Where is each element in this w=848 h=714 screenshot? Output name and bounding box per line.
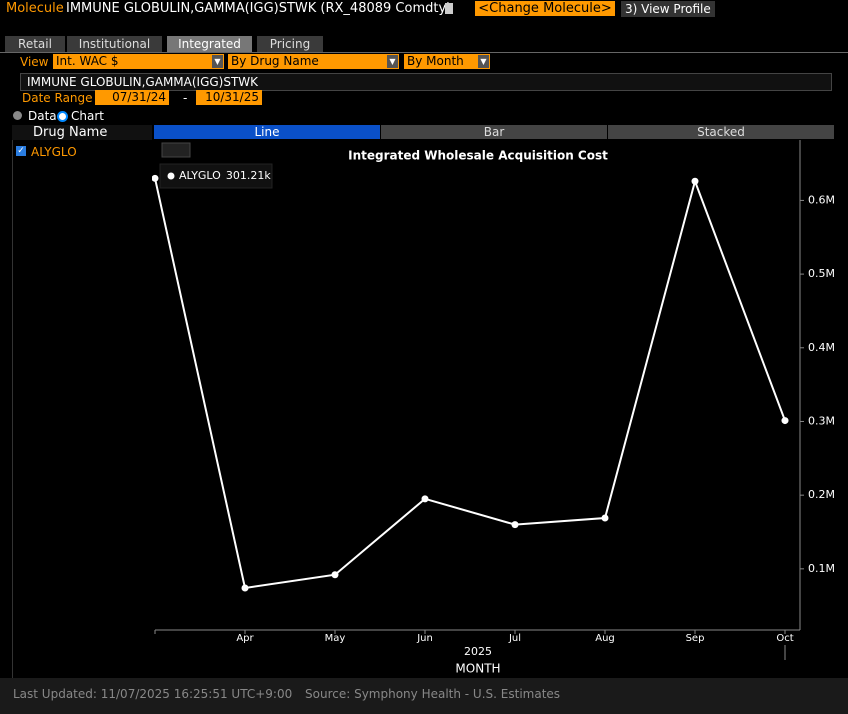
legend-value: 301.21k xyxy=(226,169,271,182)
arrow: ▼ xyxy=(212,55,223,68)
data-radio[interactable] xyxy=(13,111,22,120)
year-label: 2025 xyxy=(464,645,492,658)
arrow: ▼ xyxy=(478,55,489,68)
y-tick-label: 0.5M xyxy=(808,267,835,280)
value: By Month xyxy=(407,54,464,68)
legend-box xyxy=(159,163,273,189)
tab-rule xyxy=(0,52,848,53)
series-line xyxy=(154,177,786,590)
x-tick-label: Jun xyxy=(416,633,433,644)
chart-panel xyxy=(152,140,836,678)
point xyxy=(601,514,609,522)
point xyxy=(241,584,249,592)
chart-tab[interactable]: Stacked xyxy=(608,125,834,139)
chart-type-button[interactable] xyxy=(161,142,191,158)
chart-title: Integrated Wholesale Acquisition Cost xyxy=(348,149,608,163)
view-label: View xyxy=(20,55,49,69)
y-tick-label: 0.6M xyxy=(808,193,835,206)
y-tick-label: 0.2M xyxy=(808,488,835,501)
legend-dot xyxy=(167,172,175,180)
date-range-label: Date Range xyxy=(22,91,93,105)
sidebar-header: Drug Name xyxy=(33,125,108,140)
copy-icon[interactable] xyxy=(445,3,453,14)
x-tick-label: Aug xyxy=(595,633,615,644)
chart-option[interactable]: Chart xyxy=(71,109,104,123)
arrow: ▼ xyxy=(387,55,398,68)
value: Int. WAC $ xyxy=(56,54,119,68)
view-profile-button[interactable]: 3) View Profile xyxy=(621,1,715,17)
y-tick-label: 0.3M xyxy=(808,414,835,427)
source: Source: Symphony Health - U.S. Estimates xyxy=(305,687,561,701)
x-tick-label: Oct xyxy=(776,633,793,644)
point xyxy=(152,174,159,182)
x-tick-label: Jul xyxy=(508,633,521,644)
sidebar-header-bg xyxy=(12,125,152,140)
footer-bar xyxy=(0,678,848,714)
drug-checkbox[interactable]: ✓ xyxy=(16,146,26,156)
sidebar-border xyxy=(12,140,13,678)
x-axis-label: MONTH xyxy=(455,662,500,676)
legend-label: ALYGLO 301.21k xyxy=(179,169,271,182)
value: By Drug Name xyxy=(231,54,319,68)
x-tick-label: Sep xyxy=(686,633,705,644)
button-label: View Profile xyxy=(641,2,711,16)
drug-name[interactable]: ALYGLO xyxy=(31,145,77,159)
date-separator: - xyxy=(183,91,188,105)
tab[interactable]: Integrated xyxy=(167,36,252,52)
chart-radio[interactable] xyxy=(57,111,68,122)
end-date[interactable]: 10/31/25 xyxy=(196,90,262,105)
point xyxy=(781,417,789,425)
tab[interactable]: Pricing xyxy=(257,36,323,52)
point xyxy=(511,521,519,529)
tab[interactable]: Retail xyxy=(5,36,65,52)
last-updated: Last Updated: 11/07/2025 16:25:51 UTC+9:… xyxy=(13,687,293,701)
key: 3 xyxy=(625,2,633,16)
data-option[interactable]: Data xyxy=(28,109,57,123)
molecule-field[interactable]: IMMUNE GLOBULIN,GAMMA(IGG)STWK xyxy=(20,73,832,91)
view-dropdown[interactable]: Int. WAC $ ▼ xyxy=(53,54,224,69)
chart-tab[interactable]: Line xyxy=(154,125,380,139)
header-label: Molecule xyxy=(6,1,64,16)
point xyxy=(331,571,339,579)
chart: Integrated Wholesale Acquisition Cost 0.1… xyxy=(152,140,835,676)
x-tick-label: Apr xyxy=(236,633,254,644)
y-tick-label: 0.4M xyxy=(808,341,835,354)
period-dropdown[interactable]: By Month ▼ xyxy=(404,54,490,69)
tab[interactable]: Institutional xyxy=(67,36,162,52)
y-tick-label: 0.1M xyxy=(808,562,835,575)
point xyxy=(421,495,429,503)
header-title: IMMUNE GLOBULIN,GAMMA(IGG)STWK (RX_48089… xyxy=(66,1,452,16)
point xyxy=(691,177,699,185)
x-tick-label: May xyxy=(325,633,346,644)
chart-tab[interactable]: Bar xyxy=(381,125,607,139)
legend-name: ALYGLO xyxy=(179,169,221,182)
change-molecule-button[interactable]: <Change Molecule> xyxy=(475,1,615,16)
group-dropdown[interactable]: By Drug Name ▼ xyxy=(228,54,399,69)
start-date[interactable]: 07/31/24 xyxy=(95,90,169,105)
